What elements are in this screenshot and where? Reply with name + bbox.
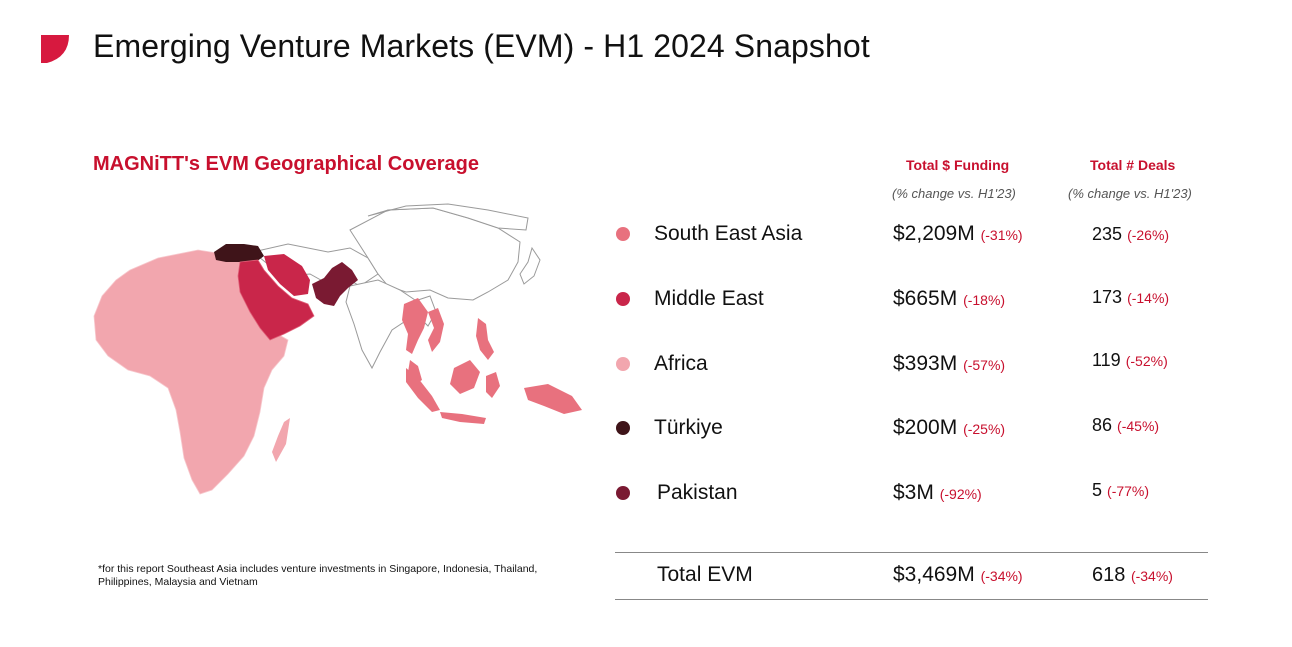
vietnam-region (428, 308, 444, 352)
iran-region (264, 254, 310, 296)
funding-value: $200M (-25%) (893, 416, 1006, 439)
pakistan-region (312, 262, 358, 306)
funding-change: (-31%) (980, 227, 1023, 243)
japan-outline (519, 246, 541, 285)
footnote: *for this report Southeast Asia includes… (98, 563, 538, 588)
philippines-region (476, 318, 494, 360)
turkiye-region (214, 244, 264, 262)
java-region (440, 412, 486, 424)
page-title: Emerging Venture Markets (EVM) - H1 2024… (93, 28, 870, 64)
malaysia-region (408, 360, 422, 384)
funding-change: (-92%) (939, 486, 982, 502)
funding-value: $2,209M (-31%) (893, 222, 1023, 245)
total-deals-value: 618 (-34%) (1092, 564, 1173, 586)
sumatra-region (406, 368, 440, 412)
region-label: Africa (654, 352, 708, 375)
total-funding-value: $3,469M (-34%) (893, 563, 1023, 586)
india-outline (345, 279, 419, 370)
borneo-region (450, 360, 480, 394)
region-label: Türkiye (654, 416, 723, 439)
russia-edge-outline (367, 203, 529, 231)
deals-change: (-26%) (1127, 227, 1170, 243)
funding-column-subheader: (% change vs. H1'23) (892, 186, 1016, 201)
funding-column-header: Total $ Funding (906, 157, 1010, 173)
legend-dot (616, 227, 630, 241)
papua-region (524, 384, 582, 414)
deals-value: 5 (-77%) (1092, 480, 1150, 500)
total-divider-bottom (615, 599, 1208, 600)
table-row: Pakistan $3M (-92%) 5 (-77%) (0, 476, 1292, 516)
region-label: South East Asia (654, 222, 803, 245)
map-title: MAGNiTT's EVM Geographical Coverage (93, 153, 479, 175)
coverage-map (93, 203, 582, 495)
total-row: Total EVM $3,469M (-34%) 618 (-34%) (0, 558, 1292, 598)
region-label: Pakistan (657, 481, 738, 504)
deals-change: (-52%) (1125, 353, 1168, 369)
funding-value: $3M (-92%) (893, 481, 982, 504)
legend-dot (616, 486, 630, 500)
legend-dot (616, 357, 630, 371)
thailand-region (402, 298, 428, 354)
total-deals-change: (-34%) (1130, 568, 1173, 584)
deals-value: 86 (-45%) (1092, 415, 1160, 435)
deals-value: 119 (-52%) (1092, 350, 1168, 370)
funding-change: (-57%) (963, 357, 1006, 373)
sulawesi-region (486, 372, 500, 398)
deals-change: (-77%) (1107, 483, 1150, 499)
funding-change: (-18%) (963, 292, 1006, 308)
total-funding-change: (-34%) (980, 568, 1023, 584)
deals-value: 173 (-14%) (1092, 287, 1170, 307)
middle-east-region (237, 259, 315, 341)
total-divider-top (615, 552, 1208, 553)
table-row: Türkiye $200M (-25%) 86 (-45%) (0, 411, 1292, 451)
funding-value: $665M (-18%) (893, 287, 1006, 310)
table-row: Middle East $665M (-18%) 173 (-14%) (0, 281, 1292, 321)
deals-change: (-14%) (1127, 290, 1170, 306)
region-label: Middle East (654, 287, 764, 310)
funding-value: $393M (-57%) (893, 352, 1006, 375)
madagascar-region (272, 418, 290, 462)
table-row: South East Asia $2,209M (-31%) 235 (-26%… (0, 216, 1292, 256)
table-row: Africa $393M (-57%) 119 (-52%) (0, 346, 1292, 386)
brand-logo-icon (41, 35, 69, 63)
deals-column-subheader: (% change vs. H1'23) (1068, 186, 1192, 201)
total-label: Total EVM (657, 563, 753, 586)
funding-change: (-25%) (963, 421, 1006, 437)
deals-column-header: Total # Deals (1090, 157, 1176, 173)
deals-change: (-45%) (1117, 418, 1160, 434)
deals-value: 235 (-26%) (1092, 224, 1170, 244)
legend-dot (616, 421, 630, 435)
legend-dot (616, 292, 630, 306)
